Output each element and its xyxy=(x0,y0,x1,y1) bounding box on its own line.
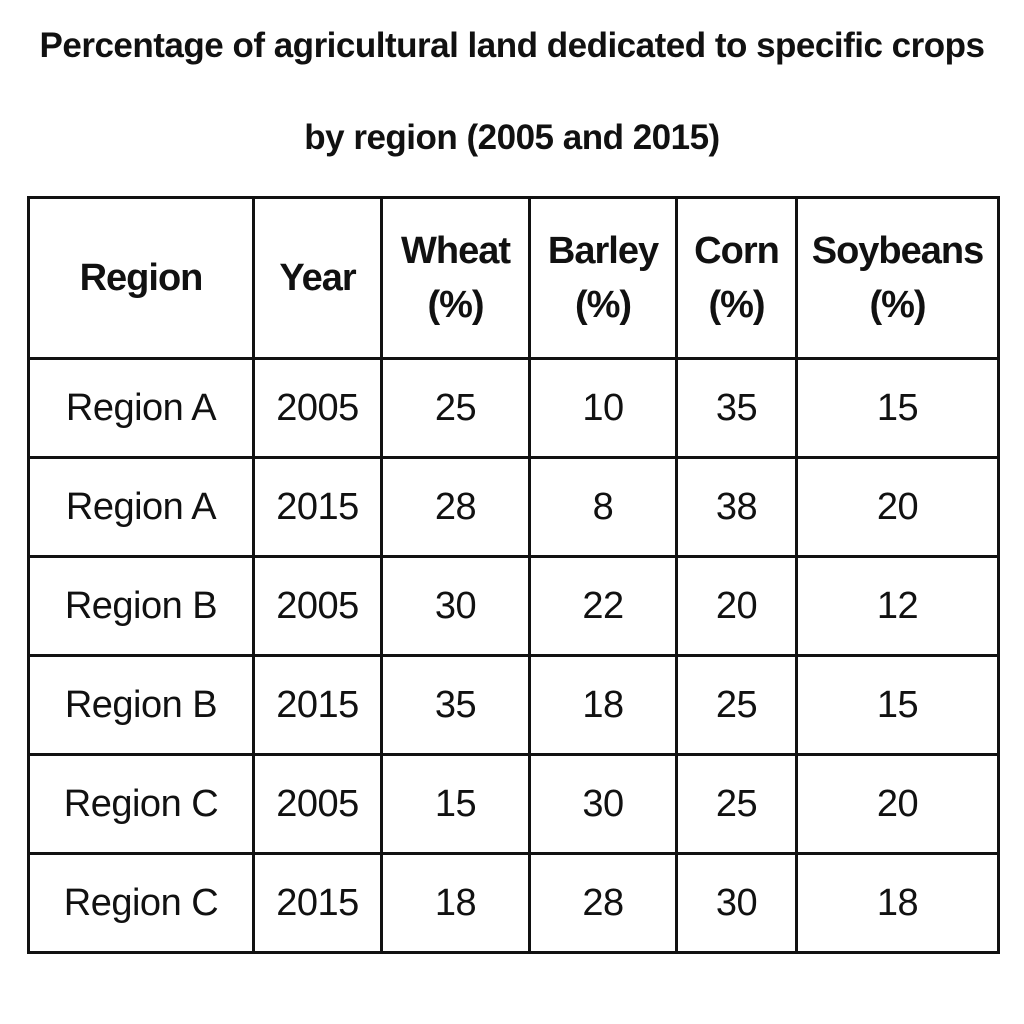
column-header: Barley (%) xyxy=(528,196,678,360)
table-body: Region A 2005 25 10 35 15 Region A 2015 28 8 38 20 R… xyxy=(27,357,1000,954)
table-cell: Region C xyxy=(27,852,255,954)
table-row: Region A 2015 28 8 38 20 xyxy=(27,456,1000,558)
table-cell: 30 xyxy=(675,852,798,954)
table-cell: 30 xyxy=(380,555,531,657)
table-cell: 30 xyxy=(528,753,678,855)
table-cell: 15 xyxy=(795,357,1000,459)
table-cell: 15 xyxy=(795,654,1000,756)
table-cell: 20 xyxy=(795,456,1000,558)
table-row: Region B 2015 35 18 25 15 xyxy=(27,654,1000,756)
table-cell: Region A xyxy=(27,357,255,459)
column-header: Wheat (%) xyxy=(380,196,531,360)
column-header: Soybeans (%) xyxy=(795,196,1000,360)
header-row: Region Year Wheat (%) Barley (%) Corn (%) Soy… xyxy=(27,196,1000,360)
table-cell: 25 xyxy=(675,753,798,855)
table-cell: 35 xyxy=(675,357,798,459)
table-cell: 2015 xyxy=(252,654,383,756)
table-cell: 15 xyxy=(380,753,531,855)
table-cell: Region B xyxy=(27,555,255,657)
title: Percentage of agricultural land dedicate… xyxy=(39,26,985,157)
column-header: Region xyxy=(27,196,255,360)
table-cell: 38 xyxy=(675,456,798,558)
table-cell: Region A xyxy=(27,456,255,558)
table-cell: 25 xyxy=(380,357,531,459)
table-cell: 18 xyxy=(380,852,531,954)
table-cell: 12 xyxy=(795,555,1000,657)
table-cell: 2005 xyxy=(252,357,383,459)
table-row: Region B 2005 30 22 20 12 xyxy=(27,555,1000,657)
table-cell: 18 xyxy=(795,852,1000,954)
table-cell: 20 xyxy=(675,555,798,657)
table-cell: 25 xyxy=(675,654,798,756)
table-row: Region C 2015 18 28 30 18 xyxy=(27,852,1000,954)
table-cell: 20 xyxy=(795,753,1000,855)
table-cell: 28 xyxy=(380,456,531,558)
column-header: Corn (%) xyxy=(675,196,798,360)
table-cell: Region B xyxy=(27,654,255,756)
table-cell: 28 xyxy=(528,852,678,954)
table-cell: 22 xyxy=(528,555,678,657)
table-row: Region C 2005 15 30 25 20 xyxy=(27,753,1000,855)
table-cell: 8 xyxy=(528,456,678,558)
table-cell: 2015 xyxy=(252,456,383,558)
table-cell: 18 xyxy=(528,654,678,756)
data-table: Region Year Wheat (%) Barley (%) Corn (%) Soy… xyxy=(27,196,1000,954)
table-cell: 2005 xyxy=(252,753,383,855)
table-cell: 2015 xyxy=(252,852,383,954)
table-cell: Region C xyxy=(27,753,255,855)
table-cell: 2005 xyxy=(252,555,383,657)
table-cell: 10 xyxy=(528,357,678,459)
table-cell: 35 xyxy=(380,654,531,756)
column-header: Year xyxy=(252,196,383,360)
table-row: Region A 2005 25 10 35 15 xyxy=(27,357,1000,459)
